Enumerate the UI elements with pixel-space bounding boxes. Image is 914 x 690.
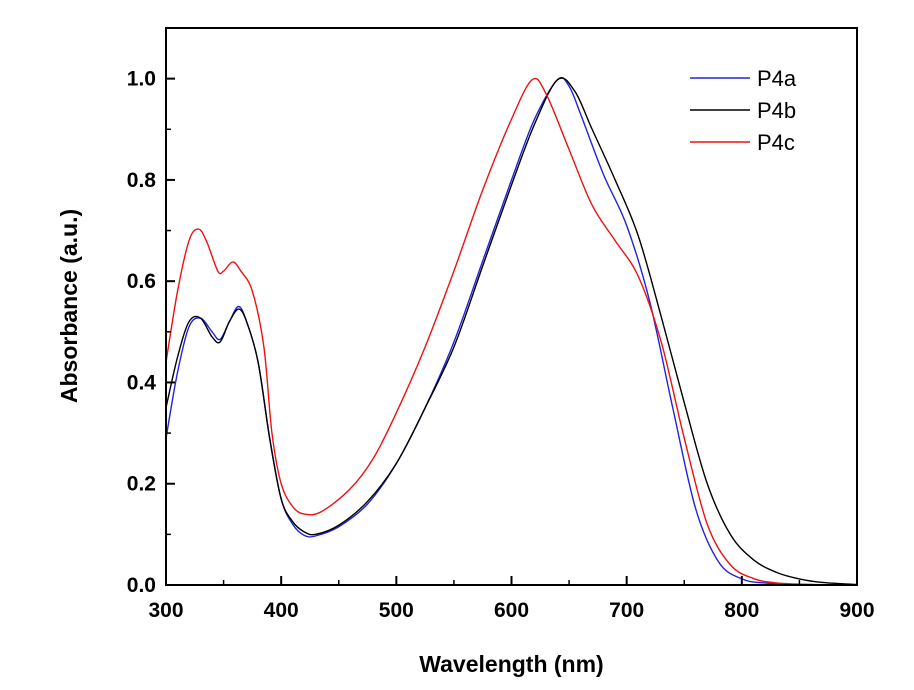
x-tick-labels: 300 400 500 600 700 800 900 bbox=[148, 599, 874, 622]
legend: P4a P4b P4c bbox=[690, 66, 797, 155]
series-curves bbox=[165, 76, 858, 586]
y-tick-label: 0.0 bbox=[127, 574, 156, 597]
legend-label-p4c: P4c bbox=[757, 130, 795, 155]
y-axis-label: Absorbance (a.u.) bbox=[56, 209, 82, 403]
plot-frame bbox=[165, 27, 858, 586]
y-tick-label: 1.0 bbox=[127, 68, 156, 91]
x-tick-label: 500 bbox=[379, 599, 414, 622]
x-tick-label: 700 bbox=[609, 599, 644, 622]
y-tick-label: 0.4 bbox=[127, 371, 157, 394]
axis-ticks bbox=[165, 27, 858, 586]
series-line-p4b bbox=[165, 77, 858, 586]
x-tick-label: 900 bbox=[839, 599, 874, 622]
y-tick-labels: 0.0 0.2 0.4 0.6 0.8 1.0 bbox=[127, 68, 157, 597]
y-tick-label: 0.8 bbox=[127, 169, 157, 192]
series-line-p4c bbox=[165, 77, 858, 586]
legend-label-p4b: P4b bbox=[757, 98, 796, 123]
legend-label-p4a: P4a bbox=[757, 66, 797, 91]
x-tick-label: 300 bbox=[148, 599, 183, 622]
x-axis-label: Wavelength (nm) bbox=[419, 651, 603, 677]
y-tick-label: 0.2 bbox=[127, 473, 156, 496]
x-tick-label: 800 bbox=[724, 599, 759, 622]
y-tick-label: 0.6 bbox=[127, 270, 156, 293]
x-tick-label: 600 bbox=[494, 599, 529, 622]
series-line-p4a bbox=[165, 76, 858, 586]
x-tick-label: 400 bbox=[264, 599, 299, 622]
